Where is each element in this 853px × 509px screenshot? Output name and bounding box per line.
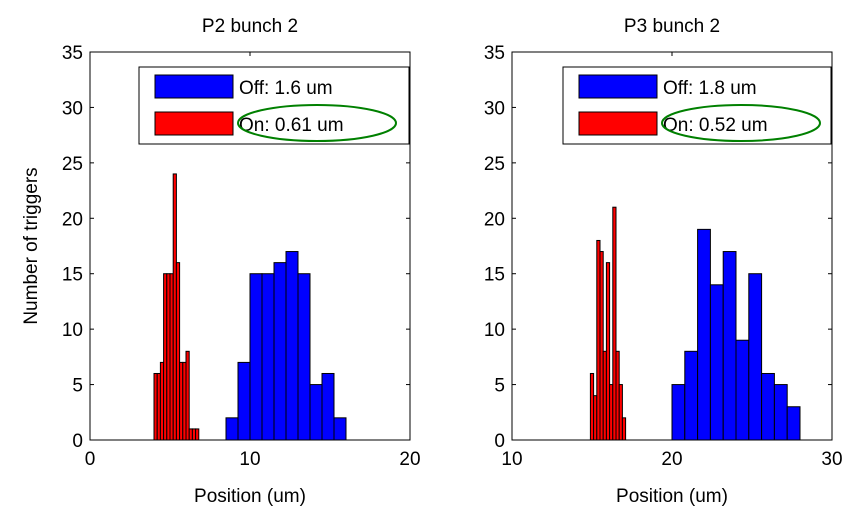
legend-swatch-off [578, 74, 658, 99]
chart-title: P3 bunch 2 [624, 16, 720, 37]
x-tick-label: 20 [399, 449, 420, 470]
histogram-bar-off [249, 273, 263, 441]
histogram-bar-off [309, 384, 323, 441]
y-tick-label: 5 [494, 376, 505, 397]
histogram-bar-off [697, 228, 711, 441]
x-tick-label: 30 [821, 449, 842, 470]
histogram-bar-on [185, 350, 190, 441]
highlight-ellipse [661, 104, 821, 142]
y-tick-label: 0 [72, 431, 83, 452]
x-tick-label: 10 [501, 449, 522, 470]
legend-label-off: Off: 1.8 um [663, 78, 757, 99]
legend-swatch-on [154, 111, 234, 136]
histogram-bar-off [748, 273, 763, 441]
y-tick-label: 30 [484, 98, 505, 119]
highlight-ellipse [237, 104, 397, 142]
x-tick-label: 20 [661, 449, 682, 470]
y-tick-label: 15 [484, 265, 505, 286]
y-tick-label: 10 [62, 320, 83, 341]
histogram-bar-off [722, 251, 737, 441]
chart-panel-p3: P3 bunch 2 0 5 10 15 20 25 30 35 10 20 30 Position (… [484, 16, 843, 507]
histogram-bar-off [261, 273, 275, 441]
histogram-bar-on [195, 428, 200, 441]
x-tick-label: 10 [239, 449, 260, 470]
x-axis-label: Position (um) [616, 486, 728, 507]
y-tick-label: 20 [484, 209, 505, 230]
histogram-bar-off [786, 406, 801, 441]
y-tick-label: 0 [494, 431, 505, 452]
y-tick-label: 35 [484, 43, 505, 64]
y-tick-label: 10 [484, 320, 505, 341]
legend-label-off: Off: 1.6 um [239, 78, 333, 99]
chart-panel-p2: P2 bunch 2 0 5 10 15 20 25 30 35 0 10 20 Position (u… [62, 16, 421, 507]
y-tick-label: 20 [62, 209, 83, 230]
histogram-bar-off [237, 361, 251, 441]
chart-title: P2 bunch 2 [202, 16, 298, 37]
histogram-bar-off [709, 284, 724, 441]
y-tick-label: 25 [484, 154, 505, 175]
legend-swatch-on [578, 111, 658, 136]
histogram-bar-off [735, 339, 750, 441]
histogram-bar-off [225, 417, 239, 441]
histogram-bar-off [671, 384, 686, 441]
histogram-bar-off [684, 350, 699, 441]
y-axis-label: Number of triggers [21, 167, 42, 324]
histogram-bar-off [285, 251, 299, 441]
histogram-bar-off [321, 372, 335, 441]
y-tick-label: 30 [62, 98, 83, 119]
histogram-bar-off [273, 262, 287, 441]
y-tick-label: 15 [62, 265, 83, 286]
histogram-bar-off [333, 417, 347, 441]
y-tick-label: 5 [72, 376, 83, 397]
legend-label-on: On: 0.52 um [663, 115, 768, 136]
histogram-bar-off [761, 372, 775, 441]
y-tick-label: 25 [62, 154, 83, 175]
legend-swatch-off [154, 74, 234, 99]
histogram-bar-on [621, 417, 627, 441]
x-tick-label: 0 [85, 449, 96, 470]
histogram-bar-off [297, 273, 311, 441]
histogram-bar-off [773, 384, 788, 441]
x-axis-label: Position (um) [194, 486, 306, 507]
legend-label-on: On: 0.61 um [239, 115, 344, 136]
y-tick-label: 35 [62, 43, 83, 64]
